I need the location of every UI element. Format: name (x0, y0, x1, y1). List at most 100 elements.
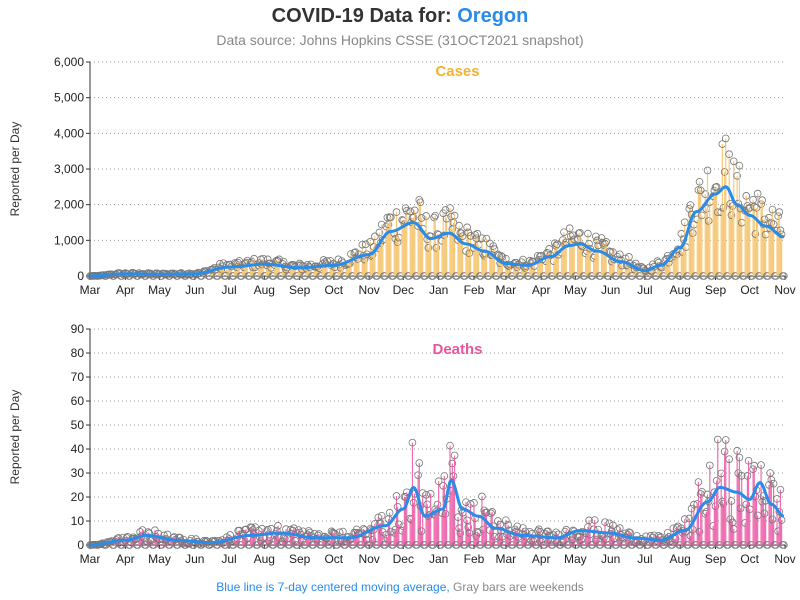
daily-marker (409, 498, 418, 507)
x-tick-label: Apr (532, 283, 551, 297)
daily-marker (410, 206, 419, 215)
daily-marker (609, 521, 617, 530)
daily-marker (138, 526, 147, 534)
x-tick-label: May (148, 283, 171, 297)
daily-marker (402, 206, 411, 215)
daily-marker (711, 502, 720, 511)
daily-marker (456, 529, 465, 538)
y-tick-label: 70 (71, 370, 85, 384)
daily-marker (742, 192, 751, 200)
x-tick-label: Oct (740, 283, 759, 297)
x-tick-label: Mar (80, 552, 101, 566)
daily-marker (513, 522, 522, 531)
y-axis-label: Reported per Day (8, 122, 22, 217)
daily-marker (361, 240, 370, 249)
x-tick-label: Aug (670, 552, 691, 566)
daily-marker (482, 508, 491, 517)
daily-marker (765, 481, 773, 489)
daily-marker (601, 518, 609, 526)
daily-marker (553, 240, 561, 249)
daily-marker (695, 177, 704, 186)
daily-marker (597, 234, 606, 242)
x-tick-label: Apr (116, 552, 135, 566)
daily-marker (394, 520, 403, 529)
daily-marker (258, 524, 266, 533)
daily-marker (434, 477, 443, 486)
daily-marker (432, 244, 441, 252)
y-tick-label: 60 (71, 394, 85, 408)
daily-marker (417, 214, 426, 222)
daily-marker (392, 492, 401, 500)
x-tick-label: May (148, 552, 171, 566)
daily-marker (769, 479, 778, 488)
daily-marker (504, 521, 512, 529)
daily-marker (424, 244, 433, 252)
daily-marker (449, 472, 458, 480)
x-tick-label: Jul (221, 552, 236, 566)
x-tick-label: Aug (254, 552, 275, 566)
daily-marker (393, 238, 402, 247)
daily-marker (422, 212, 430, 220)
daily-marker (695, 527, 704, 536)
x-tick-label: Jun (601, 283, 620, 297)
daily-marker (751, 230, 760, 238)
daily-marker (685, 514, 694, 523)
daily-marker (552, 241, 560, 250)
x-tick-label: Jan (429, 283, 448, 297)
x-tick-label: Jul (637, 552, 652, 566)
daily-marker (458, 232, 467, 240)
daily-marker (259, 254, 267, 263)
daily-marker (744, 456, 753, 465)
daily-marker (478, 492, 486, 501)
daily-marker (446, 441, 454, 450)
daily-marker (735, 161, 744, 170)
daily-marker (497, 252, 506, 260)
daily-marker (465, 249, 474, 258)
x-tick-label: Sep (705, 552, 727, 566)
y-axis-label: Reported per Day (8, 390, 22, 485)
title-prefix: COVID-19 Data for: (271, 5, 458, 27)
daily-marker (780, 541, 788, 549)
daily-marker (727, 211, 736, 220)
daily-marker (576, 532, 584, 541)
daily-marker (775, 208, 784, 216)
daily-marker (712, 183, 721, 191)
footer-weekend-note: Gray bars are weekends (449, 580, 584, 594)
cases-panel: 0 1,000 2,000 3,000 4,000 5,000 6,000 Mar Apr May… (8, 55, 796, 297)
daily-marker (776, 226, 785, 235)
x-tick-label: Aug (254, 283, 275, 297)
daily-marker (274, 522, 282, 530)
x-tick-label: Mar (80, 283, 101, 297)
daily-marker (749, 465, 757, 473)
daily-marker (752, 204, 761, 212)
daily-marker (448, 459, 457, 468)
x-tick-label: Dec (393, 552, 414, 566)
daily-marker (757, 200, 765, 209)
daily-marker (767, 476, 776, 484)
daily-marker (393, 502, 402, 511)
daily-marker (417, 527, 426, 535)
daily-marker (334, 255, 343, 264)
daily-marker (455, 221, 463, 230)
daily-marker (774, 212, 782, 220)
daily-marker (694, 478, 703, 486)
daily-marker (768, 515, 777, 524)
x-tick-label: Oct (324, 283, 343, 297)
daily-marker (712, 476, 721, 485)
daily-marker (701, 190, 710, 198)
x-tick-label: Dec (393, 283, 414, 297)
x-tick-label: Jul (637, 283, 652, 297)
daily-marker (490, 245, 499, 253)
moving-average-line (89, 185, 785, 278)
daily-marker (462, 498, 470, 506)
daily-marker (470, 499, 478, 507)
daily-marker (719, 203, 728, 212)
daily-marker (606, 248, 615, 256)
daily-marker (392, 208, 401, 216)
x-tick-label: May (564, 283, 587, 297)
y-tick-label: 20 (71, 490, 85, 504)
daily-marker (729, 157, 738, 166)
daily-marker (592, 232, 600, 241)
daily-marker (569, 231, 577, 240)
